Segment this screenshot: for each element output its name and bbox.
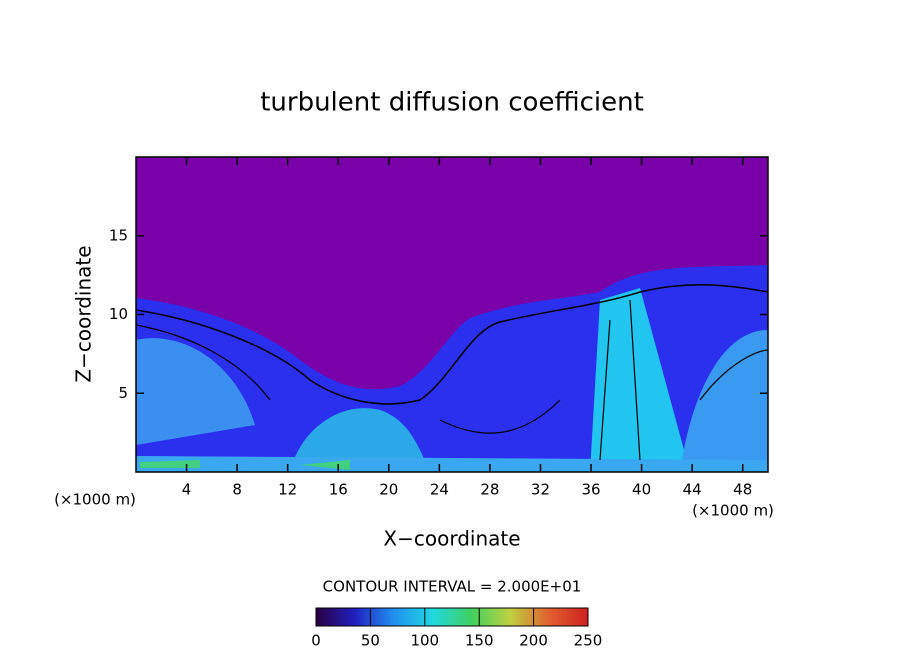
- y-axis-label: Z−coordinate: [72, 245, 96, 382]
- x-tick-label: 48: [733, 481, 752, 499]
- chart-title: turbulent diffusion coefficient: [260, 88, 644, 118]
- colorbar-tick-label: 0: [311, 632, 321, 650]
- y-tick-label: 15: [109, 226, 128, 244]
- y-tick-label: 5: [118, 384, 128, 402]
- x-tick-label: 40: [632, 481, 651, 499]
- x-tick-label: 12: [278, 481, 297, 499]
- x-unit-label: (×1000 m): [692, 502, 774, 520]
- colorbar: [315, 607, 589, 627]
- x-tick-label: 32: [531, 481, 550, 499]
- x-tick-label: 28: [480, 481, 499, 499]
- y-unit-label: (×1000 m): [54, 491, 136, 509]
- x-tick-label: 20: [379, 481, 398, 499]
- x-axis-label: X−coordinate: [383, 527, 520, 551]
- colorbar-tick-label: 100: [410, 632, 439, 650]
- x-tick-label: 44: [683, 481, 702, 499]
- contour-interval: CONTOUR INTERVAL = 2.000E+01: [323, 578, 582, 596]
- colorbar-tick-label: 200: [519, 632, 548, 650]
- x-tick-label: 16: [329, 481, 348, 499]
- colorbar-tick-label: 250: [574, 632, 603, 650]
- colorbar-tick-label: 150: [465, 632, 494, 650]
- x-tick-label: 24: [430, 481, 449, 499]
- x-tick-label: 8: [232, 481, 242, 499]
- contour-field: [136, 157, 768, 472]
- x-tick-label: 36: [581, 481, 600, 499]
- y-tick-label: 10: [109, 305, 128, 323]
- colorbar-tick-label: 50: [361, 632, 380, 650]
- x-tick-label: 4: [182, 481, 192, 499]
